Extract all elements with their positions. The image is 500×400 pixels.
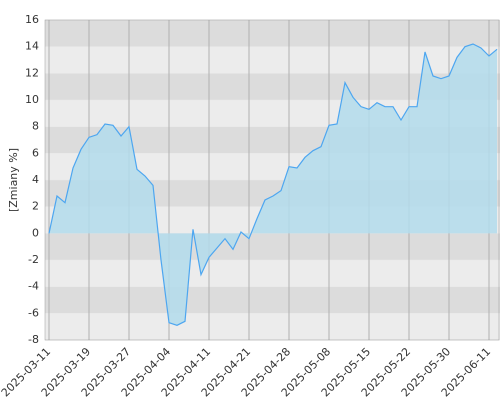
y-tick-label: -6 (28, 306, 39, 319)
y-tick-label: 12 (25, 66, 39, 79)
grid-band (45, 313, 500, 340)
grid-band (45, 260, 500, 287)
y-tick-label: 14 (25, 40, 39, 53)
y-tick-label: 4 (32, 173, 39, 186)
plot-border (44, 19, 500, 341)
y-tick-label: 0 (32, 226, 39, 239)
y-tick-label: 16 (25, 13, 39, 26)
y-tick-label: -2 (28, 253, 39, 266)
grid-band (45, 46, 500, 74)
y-tick-label: 8 (32, 120, 39, 133)
y-tick-label: -8 (28, 333, 39, 346)
y-tick-label: 10 (25, 93, 39, 106)
area-line (48, 43, 498, 326)
grid-band (45, 233, 500, 260)
y-axis-label: [Zmiany %] (7, 148, 20, 212)
y-tick-label: -4 (28, 280, 39, 293)
grid-band (45, 286, 500, 314)
grid-band (45, 20, 500, 47)
y-tick-label: 6 (32, 146, 39, 159)
y-tick-label: 2 (32, 200, 39, 213)
